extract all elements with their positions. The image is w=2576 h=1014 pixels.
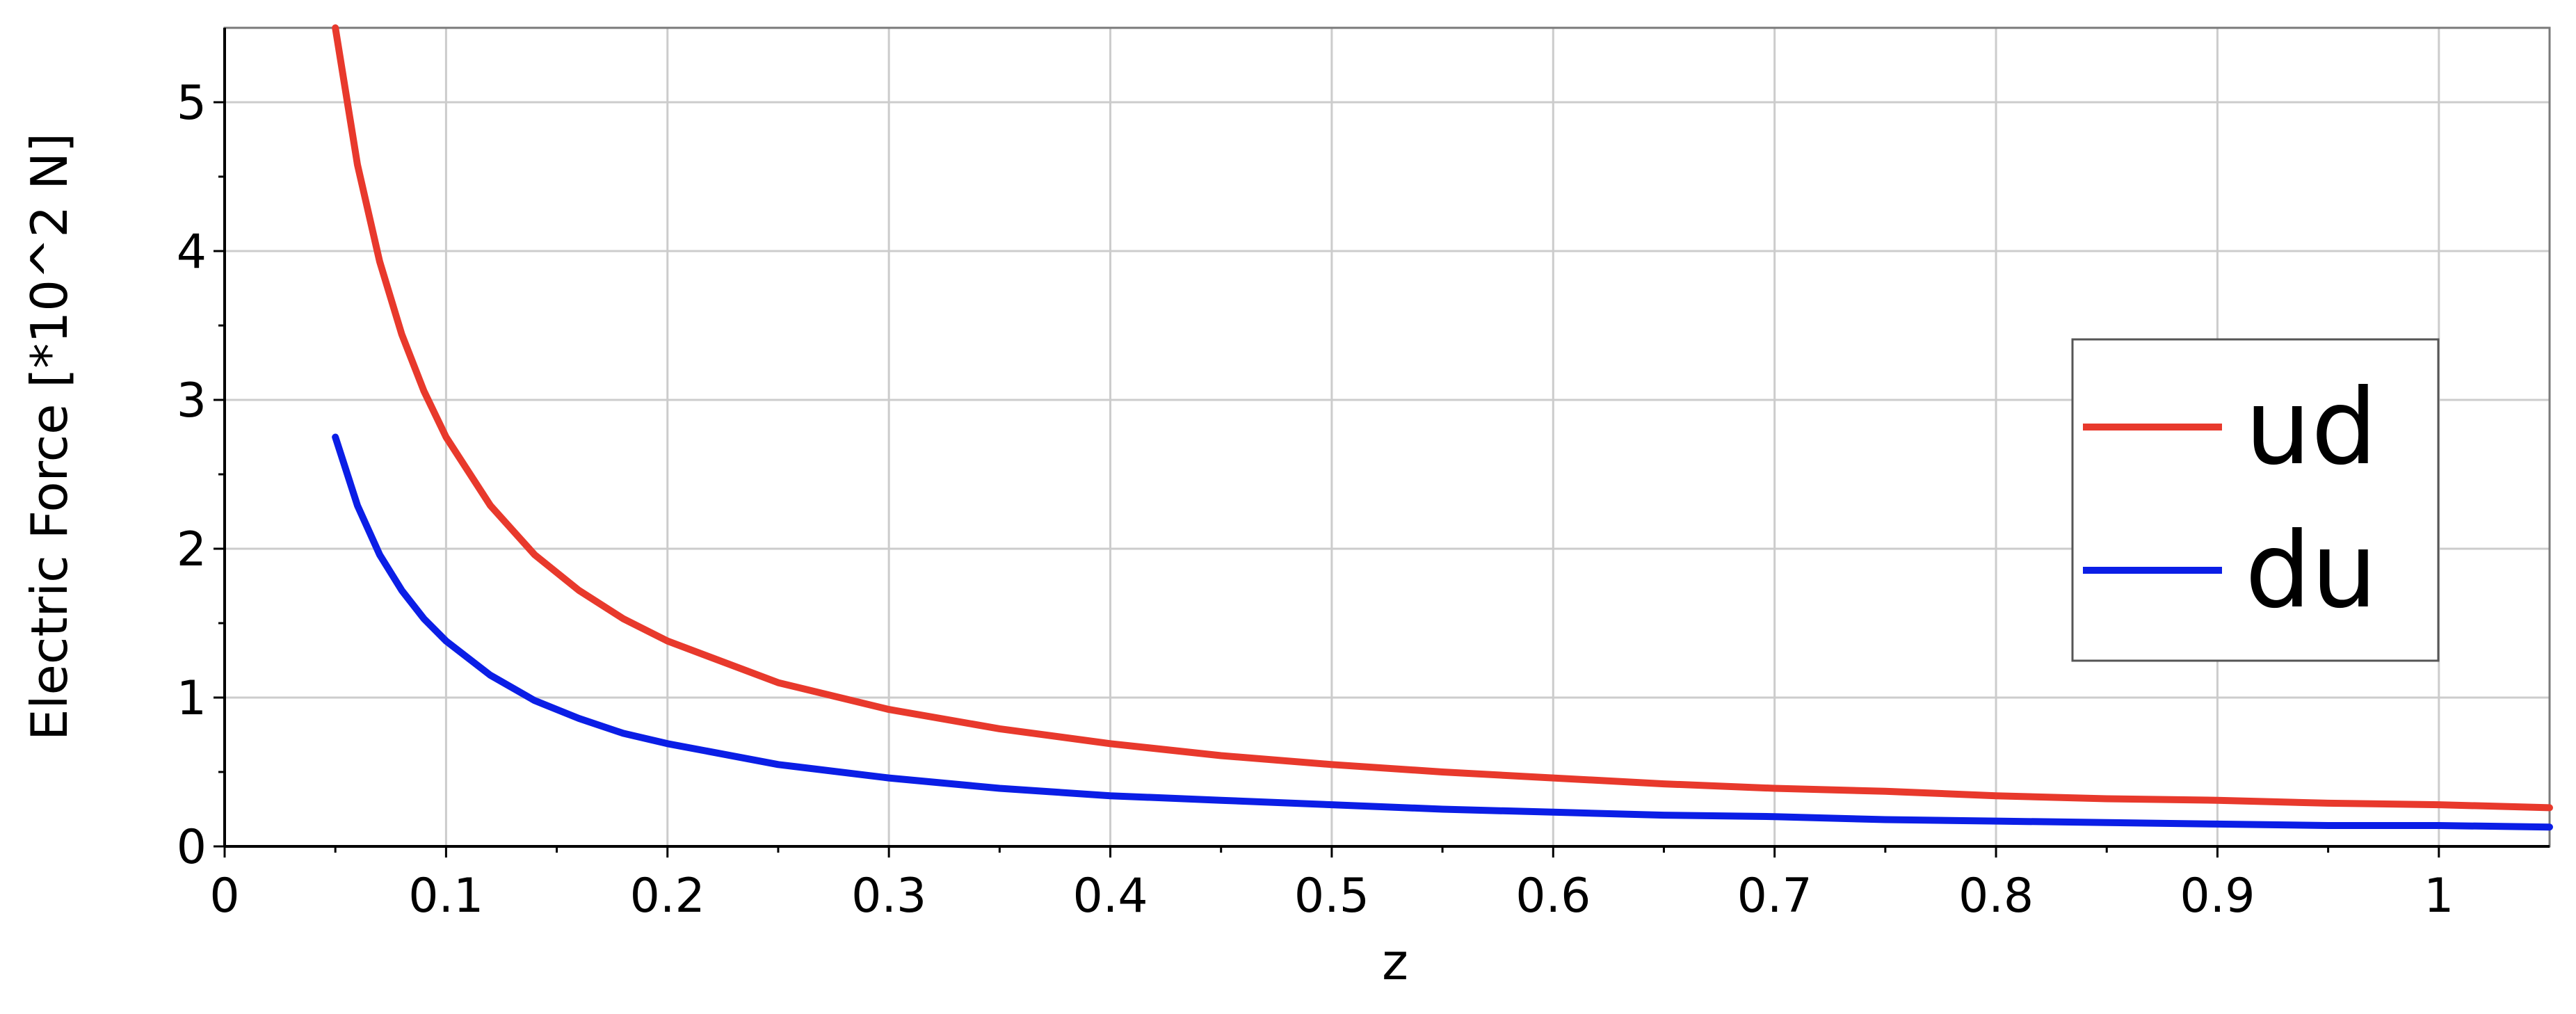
axis-ticks	[214, 101, 2440, 858]
x-tick-label: 0.1	[408, 869, 483, 924]
x-tick-label: 0.7	[1737, 869, 1812, 924]
series-line-ud	[332, 24, 2553, 812]
legend-box	[2071, 338, 2440, 662]
x-tick-label: 0.6	[1515, 869, 1591, 924]
y-tick-label: 2	[177, 522, 207, 577]
x-tick-label: 0.9	[2180, 869, 2255, 924]
y-axis-title: Electric Force [*10^2 N]	[20, 133, 79, 741]
legend-label-ud: ud	[2245, 367, 2377, 488]
series-line-du	[332, 433, 2553, 831]
x-tick-label: 0.8	[1958, 869, 2034, 924]
y-tick-label: 5	[177, 76, 207, 131]
series-lines	[332, 24, 2553, 831]
legend: ud du	[2071, 338, 2440, 662]
legend-label-du: du	[2245, 510, 2377, 631]
x-tick-label: 0.5	[1294, 869, 1369, 924]
y-tick-label: 3	[177, 373, 207, 428]
x-tick-label: 0.3	[851, 869, 926, 924]
y-tick-label: 4	[177, 225, 207, 280]
x-axis-title: z	[1382, 933, 1408, 991]
x-tick-label: 1	[2424, 869, 2454, 924]
x-tick-label: 0.2	[630, 869, 705, 924]
tick-labels: 0 0.1 0.2 0.3 0.4 0.5 0.6 0.7 0.8 0.9 1 0 1 2 3 4 5	[177, 76, 2454, 924]
x-tick-label: 0.4	[1072, 869, 1148, 924]
x-tick-label: 0	[209, 869, 239, 924]
y-tick-label: 0	[177, 820, 207, 875]
y-tick-label: 1	[177, 671, 207, 726]
